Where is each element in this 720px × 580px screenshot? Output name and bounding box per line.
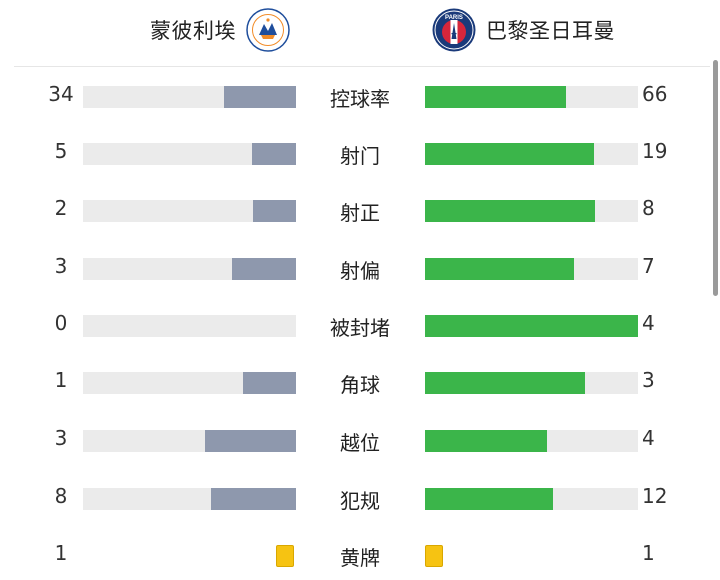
- home-value: 34: [48, 82, 74, 106]
- away-bar-fill: [425, 143, 594, 165]
- stat-label: 射偏: [340, 259, 380, 283]
- away-team[interactable]: PARIS 巴黎圣日耳曼: [432, 8, 615, 52]
- stat-label: 黄牌: [340, 546, 380, 570]
- yellow-card-icon: [425, 545, 443, 567]
- stat-row-fouls: 8 犯规 12: [0, 478, 720, 518]
- away-bar-track: [425, 315, 638, 337]
- psg-logo-text: PARIS: [445, 15, 463, 21]
- home-bar-track: [83, 200, 296, 222]
- away-value: 19: [642, 139, 668, 163]
- home-team-name: 蒙彼利埃: [150, 19, 236, 43]
- away-value: 1: [642, 541, 655, 565]
- home-team[interactable]: 蒙彼利埃: [150, 8, 290, 52]
- stat-label: 犯规: [340, 489, 380, 513]
- stat-label: 射正: [340, 201, 380, 225]
- away-value: 4: [642, 426, 655, 450]
- home-bar-track: [83, 430, 296, 452]
- stat-label: 角球: [340, 373, 380, 397]
- home-bar-fill: [204, 430, 296, 452]
- home-bar-track: [83, 258, 296, 280]
- home-bar-fill: [223, 86, 296, 108]
- away-bar-fill: [425, 430, 547, 452]
- away-bar-fill: [425, 372, 585, 394]
- away-value: 66: [642, 82, 668, 106]
- away-bar-fill: [425, 86, 566, 108]
- away-bar-fill: [425, 200, 596, 222]
- away-bar-track: [425, 143, 638, 165]
- away-bar-track: [425, 430, 638, 452]
- home-bar-track: [83, 315, 296, 337]
- stat-row-corners: 1 角球 3: [0, 362, 720, 402]
- yellow-card-icon: [276, 545, 294, 567]
- away-value: 8: [642, 196, 655, 220]
- stat-label: 射门: [340, 144, 380, 168]
- home-bar-fill: [210, 488, 296, 510]
- away-value: 12: [642, 484, 668, 508]
- away-value: 7: [642, 254, 655, 278]
- stat-label: 被封堵: [330, 316, 390, 340]
- stat-row-yellow-cards: 1 黄牌 1: [0, 535, 720, 575]
- home-value: 2: [54, 196, 68, 220]
- home-value: 1: [54, 368, 68, 392]
- montpellier-crest-icon: [246, 8, 290, 52]
- away-bar-fill: [425, 258, 575, 280]
- psg-crest-icon: PARIS: [432, 8, 476, 52]
- home-bar-track: [83, 372, 296, 394]
- scrollbar-thumb[interactable]: [713, 60, 718, 296]
- away-team-name: 巴黎圣日耳曼: [486, 19, 615, 43]
- stat-row-shots-on-target: 2 射正 8: [0, 190, 720, 230]
- header-divider: [14, 66, 710, 67]
- away-bar-track: [425, 258, 638, 280]
- away-value: 4: [642, 311, 655, 335]
- away-bar-track: [425, 372, 638, 394]
- teams-header: 蒙彼利埃 PARIS 巴黎圣日耳曼: [0, 0, 720, 64]
- home-bar-fill: [232, 258, 296, 280]
- home-bar-fill: [251, 143, 296, 165]
- home-bar-track: [83, 86, 296, 108]
- away-bar-fill: [425, 488, 553, 510]
- home-bar-fill: [253, 200, 296, 222]
- home-value: 5: [54, 139, 68, 163]
- stat-label: 越位: [340, 431, 380, 455]
- stat-label: 控球率: [330, 87, 390, 111]
- away-value: 3: [642, 368, 655, 392]
- home-value: 1: [54, 541, 68, 565]
- home-bar-fill: [242, 372, 296, 394]
- home-bar-track: [83, 143, 296, 165]
- stat-row-shots-off-target: 3 射偏 7: [0, 248, 720, 288]
- home-value: 8: [54, 484, 68, 508]
- away-bar-track: [425, 200, 638, 222]
- stat-row-blocked: 0 被封堵 4: [0, 305, 720, 345]
- away-bar-track: [425, 488, 638, 510]
- stat-row-offsides: 3 越位 4: [0, 420, 720, 460]
- home-value: 3: [54, 426, 68, 450]
- stat-row-shots: 5 射门 19: [0, 133, 720, 173]
- home-value: 3: [54, 254, 68, 278]
- away-bar-track: [425, 86, 638, 108]
- home-bar-track: [83, 488, 296, 510]
- away-bar-fill: [425, 315, 638, 337]
- stat-row-possession: 34 控球率 66: [0, 76, 720, 116]
- home-value: 0: [54, 311, 68, 335]
